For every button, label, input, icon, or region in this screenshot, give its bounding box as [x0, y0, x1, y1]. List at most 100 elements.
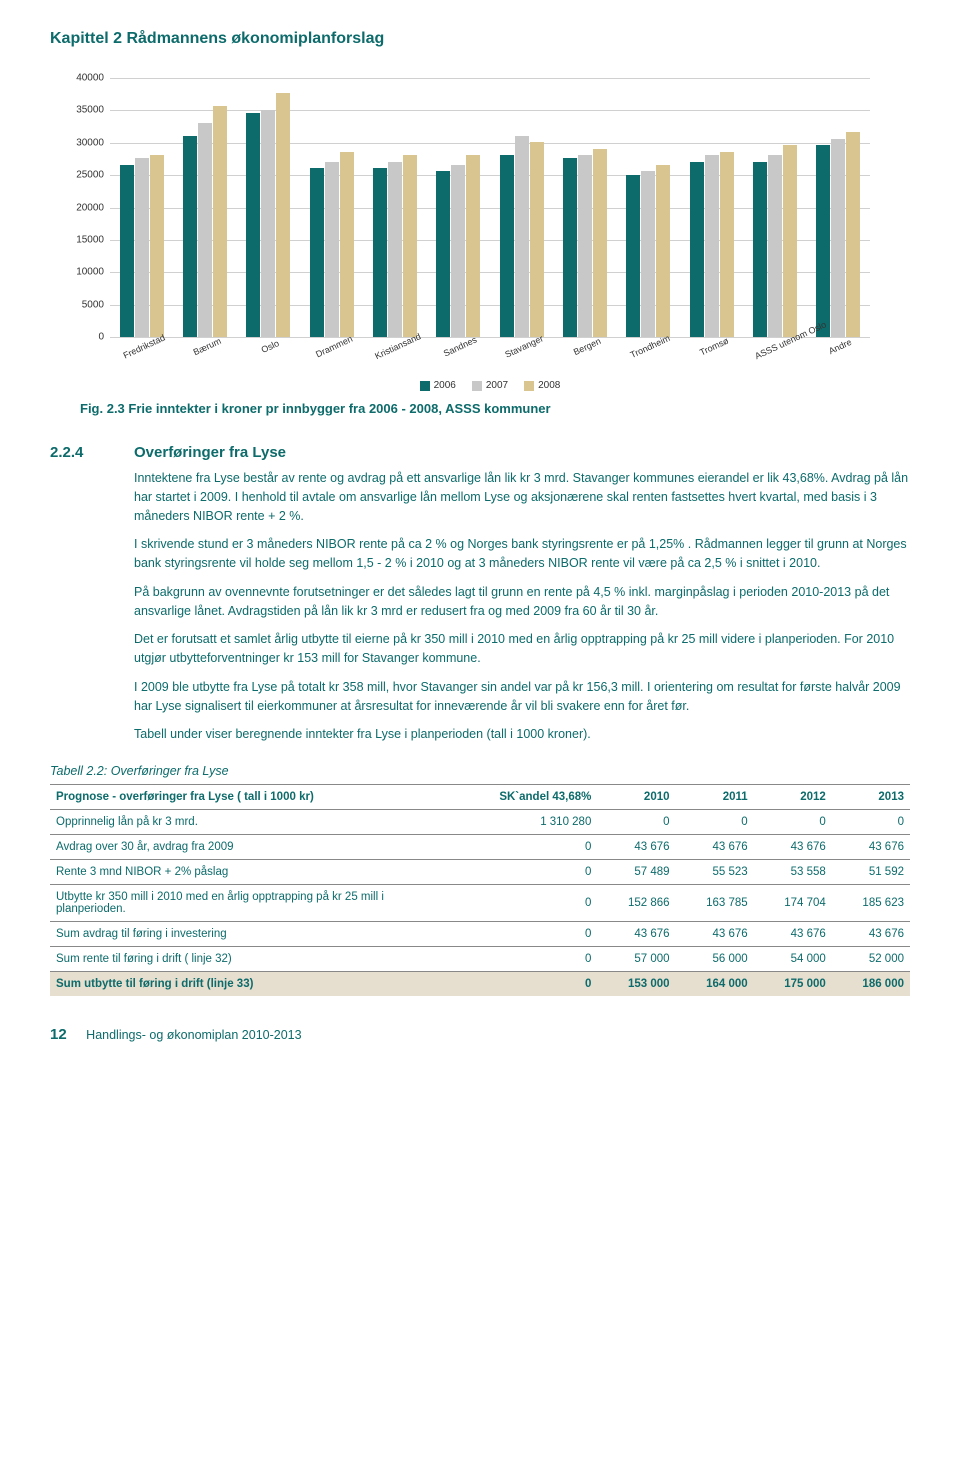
y-tick-label: 10000: [64, 267, 104, 278]
table-cell: 53 558: [754, 860, 832, 885]
table-cell: 43 676: [832, 835, 910, 860]
table-cell: 0: [754, 810, 832, 835]
category-group: [434, 155, 482, 337]
table-cell: 43 676: [832, 922, 910, 947]
bar: [310, 168, 324, 337]
bar: [213, 106, 227, 337]
table-cell: 164 000: [676, 972, 754, 997]
table-cell: 0: [446, 885, 598, 922]
category-group: [814, 132, 862, 337]
table-cell: 0: [446, 972, 598, 997]
table-cell: 57 000: [597, 947, 675, 972]
table-header-row: Prognose - overføringer fra Lyse ( tall …: [50, 785, 910, 810]
table-cell: 51 592: [832, 860, 910, 885]
paragraph: På bakgrunn av ovennevnte forutsetninger…: [134, 583, 910, 621]
section-paragraphs: Inntektene fra Lyse består av rente og a…: [134, 469, 910, 744]
bar: [720, 152, 734, 337]
bar: [135, 158, 149, 337]
page-footer: 12 Handlings- og økonomiplan 2010-2013: [50, 1026, 910, 1043]
bar: [783, 145, 797, 337]
bar: [626, 175, 640, 338]
bar: [451, 165, 465, 337]
x-axis-labels: FredrikstadBærumOsloDrammenKristiansandS…: [110, 342, 870, 352]
table-cell: 175 000: [754, 972, 832, 997]
legend-swatch: [420, 381, 430, 391]
category-group: [371, 155, 419, 337]
table-header-cell: 2013: [832, 785, 910, 810]
table-header-cell: Prognose - overføringer fra Lyse ( tall …: [50, 785, 446, 810]
bar: [373, 168, 387, 337]
bar: [261, 110, 275, 338]
table-cell: 43 676: [754, 835, 832, 860]
bar: [515, 136, 529, 338]
table-row: Sum utbytte til føring i drift (linje 33…: [50, 972, 910, 997]
bar-chart: 0500010000150002000025000300003500040000: [110, 78, 870, 338]
data-table: Prognose - overføringer fra Lyse ( tall …: [50, 784, 910, 996]
table-cell: Sum rente til føring i drift ( linje 32): [50, 947, 446, 972]
table-cell: 52 000: [832, 947, 910, 972]
bar: [388, 162, 402, 338]
table-cell: 0: [446, 860, 598, 885]
table-cell: 0: [597, 810, 675, 835]
y-tick-label: 40000: [64, 73, 104, 84]
y-tick-label: 0: [64, 332, 104, 343]
table-cell: 152 866: [597, 885, 675, 922]
table-cell: 186 000: [832, 972, 910, 997]
table-cell: 43 676: [676, 835, 754, 860]
y-tick-label: 20000: [64, 202, 104, 213]
bar: [753, 162, 767, 338]
category-group: [244, 93, 292, 337]
legend-swatch: [524, 381, 534, 391]
table-cell: 0: [676, 810, 754, 835]
chart-legend: 200620072008: [110, 380, 870, 391]
y-tick-label: 15000: [64, 234, 104, 245]
table-cell: 185 623: [832, 885, 910, 922]
paragraph: I skrivende stund er 3 måneders NIBOR re…: [134, 535, 910, 573]
table-header-cell: SK`andel 43,68%: [446, 785, 598, 810]
legend-item: 2007: [472, 380, 508, 391]
bar: [246, 113, 260, 337]
bar: [436, 171, 450, 337]
bar: [656, 165, 670, 337]
table-cell: Sum avdrag til føring i investering: [50, 922, 446, 947]
table-cell: 43 676: [676, 922, 754, 947]
bar: [563, 158, 577, 337]
table-cell: 43 676: [597, 922, 675, 947]
legend-item: 2008: [524, 380, 560, 391]
y-tick-label: 35000: [64, 105, 104, 116]
table-cell: 174 704: [754, 885, 832, 922]
legend-swatch: [472, 381, 482, 391]
section-number: 2.2.4: [50, 444, 106, 754]
table-cell: Avdrag over 30 år, avdrag fra 2009: [50, 835, 446, 860]
paragraph: Det er forutsatt et samlet årlig utbytte…: [134, 630, 910, 668]
table-header-cell: 2010: [597, 785, 675, 810]
category-group: [181, 106, 229, 337]
bar: [466, 155, 480, 337]
document-title: Handlings- og økonomiplan 2010-2013: [86, 1028, 301, 1042]
table-cell: Sum utbytte til føring i drift (linje 33…: [50, 972, 446, 997]
table-header-cell: 2012: [754, 785, 832, 810]
figure-caption: Fig. 2.3 Frie inntekter i kroner pr innb…: [80, 401, 910, 416]
bar: [816, 145, 830, 337]
legend-label: 2008: [538, 380, 560, 391]
category-group: [751, 145, 799, 337]
table-row: Sum rente til føring i drift ( linje 32)…: [50, 947, 910, 972]
bar: [705, 155, 719, 337]
category-group: [118, 155, 166, 337]
bar: [120, 165, 134, 337]
table-cell: 56 000: [676, 947, 754, 972]
table-cell: 54 000: [754, 947, 832, 972]
page-number: 12: [50, 1026, 67, 1043]
bar: [500, 155, 514, 337]
chapter-title: Kapittel 2 Rådmannens økonomiplanforslag: [50, 30, 910, 48]
table-row: Opprinnelig lån på kr 3 mrd.1 310 280000…: [50, 810, 910, 835]
legend-label: 2007: [486, 380, 508, 391]
table-cell: 1 310 280: [446, 810, 598, 835]
table-cell: 0: [446, 835, 598, 860]
category-group: [561, 149, 609, 338]
table-header-cell: 2011: [676, 785, 754, 810]
bar: [183, 136, 197, 338]
category-group: [624, 165, 672, 337]
table-row: Sum avdrag til føring i investering043 6…: [50, 922, 910, 947]
table-cell: 57 489: [597, 860, 675, 885]
